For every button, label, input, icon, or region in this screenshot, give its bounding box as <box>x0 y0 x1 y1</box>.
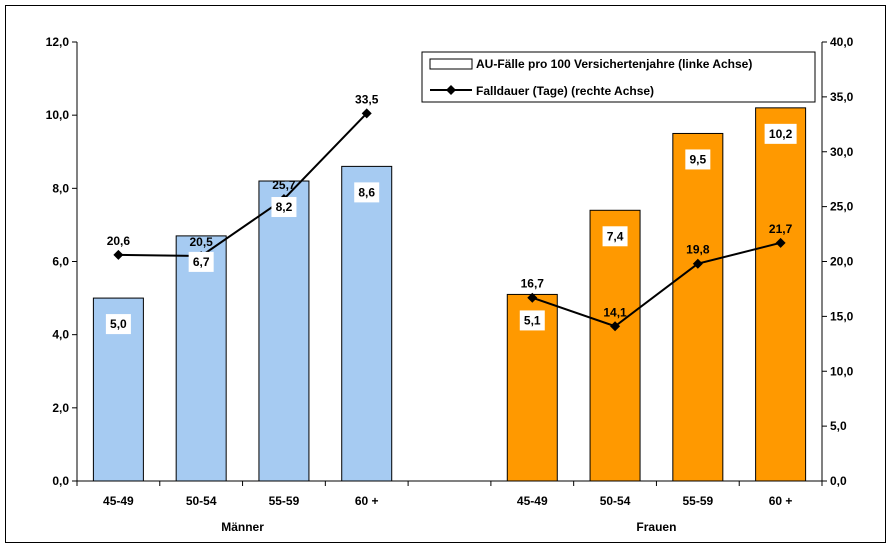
line-marker <box>775 237 786 248</box>
bar-label-box <box>602 226 628 247</box>
bar-value-label: 5,0 <box>110 317 127 331</box>
left-tick-label: 12,0 <box>46 35 70 49</box>
bar-value-label: 7,4 <box>607 229 624 243</box>
line-value-label: 21,7 <box>769 222 793 236</box>
x-category-label: 60 + <box>769 494 793 508</box>
legend-bar-swatch <box>429 58 473 70</box>
line-value-label: 20,5 <box>189 235 213 249</box>
bar-frauen-2 <box>672 132 724 482</box>
x-category-label: 60 + <box>355 494 379 508</box>
legend-box <box>421 51 816 103</box>
legend-line-label: Falldauer (Tage) (rechte Achse) <box>476 84 654 98</box>
bar-label-box <box>271 197 297 218</box>
line-marker <box>692 258 703 269</box>
x-category-label: 45-49 <box>103 494 134 508</box>
left-tick-label: 10,0 <box>46 108 70 122</box>
left-tick-label: 8,0 <box>52 181 69 195</box>
right-tick-label: 15,0 <box>830 309 854 323</box>
x-category-label: 55-59 <box>682 494 713 508</box>
bar-value-label: 6,7 <box>193 255 210 269</box>
line-value-label: 14,1 <box>603 305 627 319</box>
bar-value-label: 10,2 <box>769 127 793 141</box>
bar-value-label: 9,5 <box>689 152 706 166</box>
x-category-label: 50-54 <box>600 494 631 508</box>
bar-männer-2 <box>258 180 310 482</box>
right-tick-label: 10,0 <box>830 364 854 378</box>
x-category-label: 50-54 <box>186 494 217 508</box>
legend-line-marker <box>446 85 456 95</box>
bar-value-label: 5,1 <box>524 313 541 327</box>
left-tick-label: 0,0 <box>52 474 69 488</box>
group-label: Frauen <box>636 520 676 534</box>
bar-value-label: 8,2 <box>276 200 293 214</box>
line-value-label: 19,8 <box>686 243 710 257</box>
group-label: Männer <box>221 520 264 534</box>
left-tick-label: 4,0 <box>52 328 69 342</box>
line-value-label: 33,5 <box>355 92 379 106</box>
bar-frauen-1 <box>589 209 641 482</box>
legend-bar-label: AU-Fälle pro 100 Versichertenjahre (link… <box>476 57 752 71</box>
line-value-label: 20,6 <box>107 234 131 248</box>
line-marker <box>113 249 124 260</box>
line-marker <box>610 321 621 332</box>
bar-value-label: 8,6 <box>358 185 375 199</box>
bar-label-box <box>188 251 214 272</box>
line-value-label: 25,7 <box>272 178 296 192</box>
line-marker <box>361 108 372 119</box>
bar-label-box <box>105 314 131 335</box>
x-category-label: 45-49 <box>517 494 548 508</box>
right-tick-label: 20,0 <box>830 255 854 269</box>
falldauer-line-frauen <box>531 241 781 328</box>
right-tick-label: 0,0 <box>830 474 847 488</box>
bar-männer-1 <box>175 235 227 482</box>
right-tick-label: 35,0 <box>830 90 854 104</box>
falldauer-line-männer <box>118 112 368 258</box>
right-tick-label: 5,0 <box>830 419 847 433</box>
x-category-label: 55-59 <box>269 494 300 508</box>
bar-label-box <box>764 123 797 144</box>
bar-frauen-3 <box>755 107 807 482</box>
left-tick-label: 6,0 <box>52 255 69 269</box>
bar-männer-3 <box>341 165 393 482</box>
right-tick-label: 30,0 <box>830 145 854 159</box>
right-tick-label: 25,0 <box>830 200 854 214</box>
right-tick-label: 40,0 <box>830 35 854 49</box>
bar-label-box <box>519 310 545 331</box>
line-value-label: 16,7 <box>521 277 545 291</box>
line-marker <box>527 292 538 303</box>
bar-label-box <box>685 149 711 170</box>
left-tick-label: 2,0 <box>52 401 69 415</box>
bar-label-box <box>354 182 380 203</box>
